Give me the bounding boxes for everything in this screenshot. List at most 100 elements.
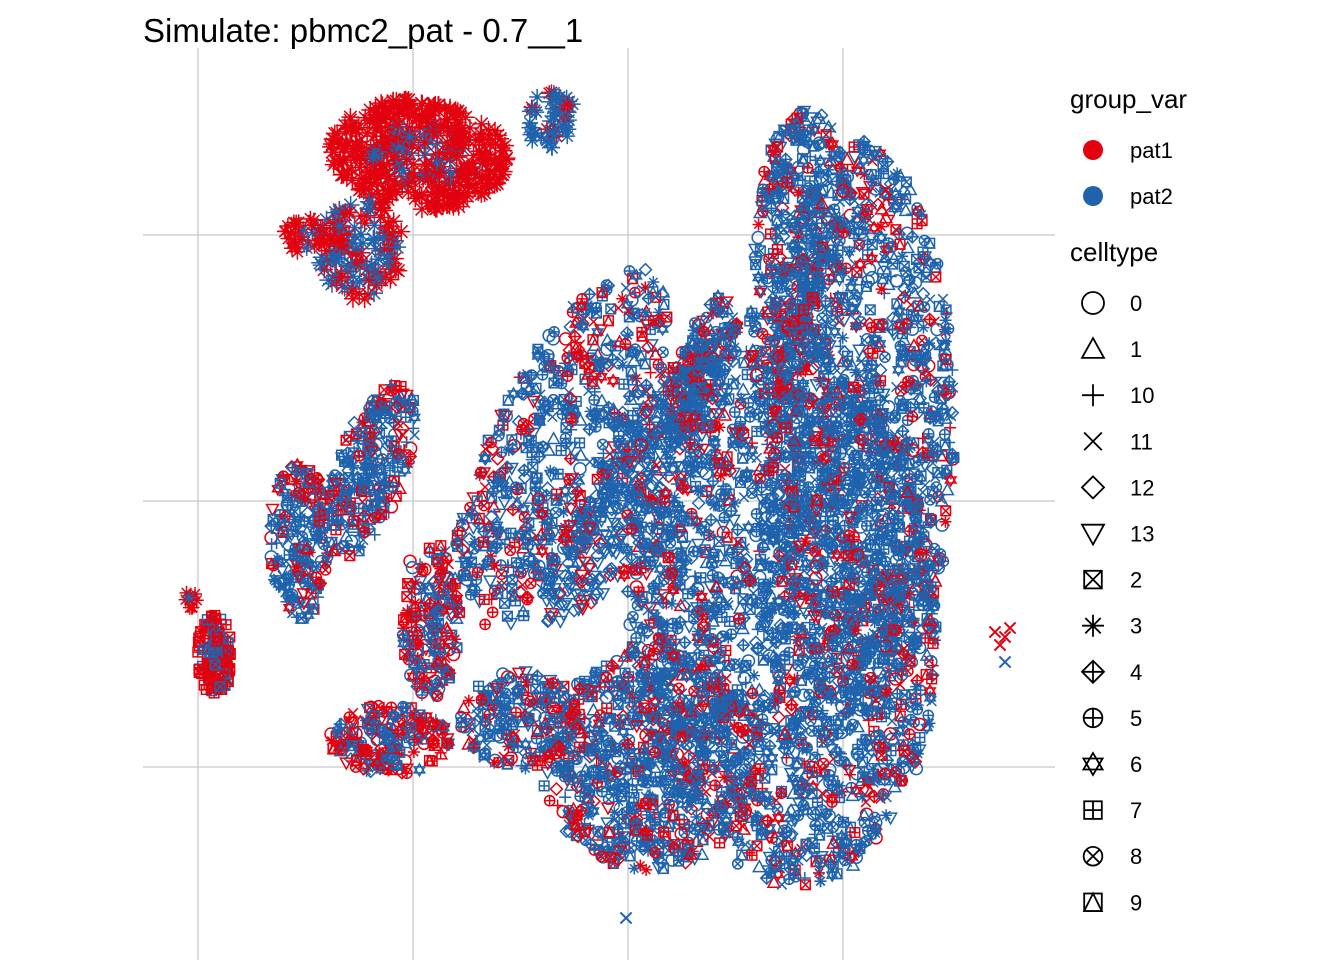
point xyxy=(401,128,419,146)
point xyxy=(267,504,279,515)
chart-title: Simulate: pbmc2_pat - 0.7__1 xyxy=(143,12,583,49)
point xyxy=(720,490,730,500)
point xyxy=(545,124,561,140)
point xyxy=(503,611,513,621)
point xyxy=(608,375,618,387)
point xyxy=(751,509,761,519)
point xyxy=(801,744,813,756)
point xyxy=(574,463,586,475)
point xyxy=(640,306,652,318)
point xyxy=(382,181,400,199)
point xyxy=(335,140,353,158)
point xyxy=(411,611,421,621)
point xyxy=(467,175,485,193)
point xyxy=(749,588,759,598)
point xyxy=(335,166,353,184)
point xyxy=(452,643,462,653)
point xyxy=(658,399,668,409)
point xyxy=(666,598,678,610)
point xyxy=(557,409,567,419)
point xyxy=(679,637,691,649)
point xyxy=(729,659,739,669)
point xyxy=(346,228,364,246)
point xyxy=(734,614,744,624)
point xyxy=(715,470,727,482)
point xyxy=(456,514,468,526)
point xyxy=(785,675,795,687)
point xyxy=(737,850,747,860)
point xyxy=(341,435,351,445)
point xyxy=(735,417,745,427)
point xyxy=(722,632,734,644)
point xyxy=(655,617,665,627)
point xyxy=(621,327,633,339)
point xyxy=(387,260,405,278)
point xyxy=(819,790,829,800)
point xyxy=(923,710,933,720)
point xyxy=(661,446,673,458)
point xyxy=(638,624,648,634)
point xyxy=(707,634,717,644)
cluster-upper-left-tip xyxy=(521,84,580,155)
point xyxy=(737,639,749,651)
point xyxy=(560,97,576,113)
point xyxy=(747,850,757,860)
point xyxy=(410,430,420,440)
point xyxy=(834,756,844,766)
point xyxy=(351,273,369,291)
point xyxy=(585,457,595,467)
point xyxy=(915,733,925,743)
point xyxy=(326,152,344,170)
point xyxy=(480,619,490,629)
point xyxy=(301,557,311,567)
point xyxy=(448,148,466,166)
point xyxy=(472,115,490,133)
point xyxy=(710,305,720,315)
point xyxy=(424,123,442,141)
point xyxy=(556,378,566,388)
point xyxy=(561,423,571,433)
point xyxy=(524,102,540,118)
point xyxy=(548,433,560,444)
point xyxy=(822,824,832,834)
point xyxy=(699,327,709,337)
point xyxy=(526,578,536,588)
point xyxy=(313,221,329,237)
point xyxy=(731,346,741,356)
point xyxy=(311,572,321,582)
point xyxy=(414,764,424,776)
point xyxy=(346,503,356,513)
point xyxy=(772,661,782,671)
point xyxy=(727,548,737,558)
cluster-left-arc-b xyxy=(320,379,420,561)
point xyxy=(793,811,803,821)
point xyxy=(528,462,538,472)
point xyxy=(411,113,429,131)
point xyxy=(373,199,391,217)
point xyxy=(461,159,479,177)
point xyxy=(589,395,599,405)
point xyxy=(369,529,381,541)
point xyxy=(322,138,340,156)
point xyxy=(529,89,545,105)
point xyxy=(444,195,462,213)
cluster-upper-left-lower xyxy=(310,193,411,308)
point xyxy=(450,198,468,216)
point xyxy=(388,482,398,492)
cluster-far-left xyxy=(193,611,235,698)
point xyxy=(354,451,364,461)
cluster-left-mid xyxy=(397,541,462,701)
point xyxy=(521,120,537,136)
point xyxy=(451,539,461,549)
point xyxy=(413,200,431,218)
point xyxy=(388,238,406,256)
point xyxy=(646,465,658,477)
point xyxy=(544,465,556,477)
point xyxy=(369,269,387,287)
point xyxy=(339,257,357,275)
point xyxy=(776,788,786,798)
point xyxy=(360,163,378,181)
point xyxy=(489,126,507,144)
point xyxy=(402,768,412,778)
